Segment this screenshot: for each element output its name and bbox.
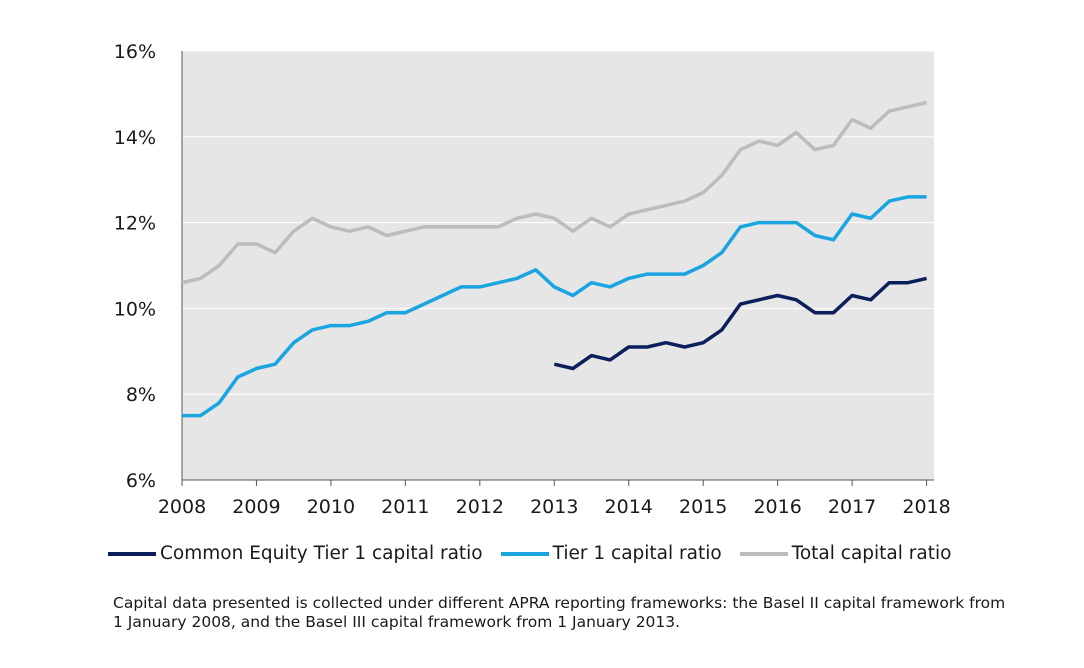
legend: Common Equity Tier 1 capital ratio Tier … [108, 543, 969, 564]
legend-item-cet1: Common Equity Tier 1 capital ratio [108, 543, 483, 564]
plot-area [182, 51, 934, 480]
legend-swatch-tier1 [500, 551, 549, 556]
footnote: Capital data presented is collected unde… [113, 594, 1006, 631]
legend-item-tier1: Tier 1 capital ratio [500, 543, 722, 564]
y-tick-label: 14% [114, 127, 156, 149]
axes [181, 51, 934, 481]
line-chart: 6% 8% 10% 12% 14% 16% 2008 2009 2010 2011 2012 201… [114, 41, 951, 518]
legend-swatch-cet1 [108, 551, 156, 556]
y-tick-label: 8% [126, 384, 156, 406]
x-tick-label: 2016 [753, 496, 801, 518]
x-tick-label: 2009 [232, 496, 280, 518]
series-line-2 [182, 195, 927, 418]
legend-item-total: Total capital ratio [739, 543, 952, 564]
y-tick-label: 16% [114, 41, 156, 63]
legend-label-total: Total capital ratio [791, 543, 952, 564]
legend-label-cet1: Common Equity Tier 1 capital ratio [160, 543, 483, 564]
y-tick-label: 10% [114, 298, 156, 320]
y-axis-ticks: 6% 8% 10% 12% 14% 16% [114, 41, 156, 492]
series-line-3 [181, 100, 927, 285]
series-lines [181, 100, 927, 418]
x-tick-label: 2018 [902, 496, 950, 518]
x-tick-label: 2011 [381, 496, 429, 518]
x-tick-label: 2012 [456, 496, 504, 518]
y-tick-label: 6% [126, 470, 156, 492]
x-axis-ticks: 2008 2009 2010 2011 2012 2013 2014 2015 2016 2017… [158, 480, 951, 518]
x-tick-label: 2010 [307, 496, 355, 518]
x-tick-label: 2013 [530, 496, 578, 518]
legend-swatch-total [739, 551, 788, 556]
series-line-1 [553, 276, 927, 371]
legend-label-tier1: Tier 1 capital ratio [552, 543, 722, 564]
x-tick-label: 2017 [828, 496, 876, 518]
y-tick-label: 12% [114, 213, 156, 235]
x-tick-label: 2014 [605, 496, 653, 518]
x-tick-label: 2008 [158, 496, 206, 518]
x-tick-label: 2015 [679, 496, 727, 518]
